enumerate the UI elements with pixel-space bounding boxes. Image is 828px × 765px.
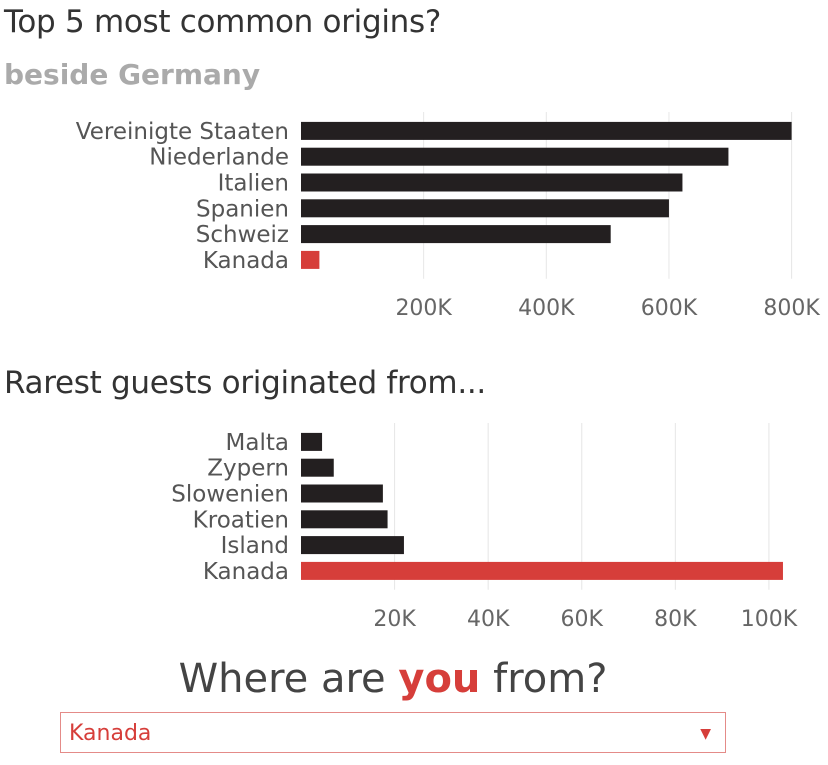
bar[interactable]	[301, 199, 669, 218]
tick-label: 800K	[763, 296, 820, 321]
category-label: Spanien	[196, 196, 289, 222]
tick-label: 200K	[395, 296, 452, 321]
tick-label: 60K	[561, 607, 604, 632]
chart2-title: Rarest guests originated from...	[4, 365, 486, 401]
category-label: Zypern	[207, 456, 289, 482]
tick-label: 40K	[467, 607, 510, 632]
tick-label: 20K	[373, 607, 416, 632]
category-label: Kanada	[203, 559, 289, 585]
bar[interactable]	[301, 225, 611, 244]
category-label: Slowenien	[171, 482, 289, 508]
top-origins-chart: Vereinigte StaatenNiederlandeItalienSpan…	[76, 112, 820, 321]
question-prefix: Where are	[178, 656, 399, 702]
category-label: Schweiz	[196, 222, 289, 248]
origin-question: Where are you from?	[0, 656, 786, 702]
question-suffix: from?	[480, 656, 608, 702]
category-label: Island	[221, 533, 289, 559]
bar[interactable]	[301, 432, 323, 451]
bar[interactable]	[301, 147, 729, 166]
bar[interactable]	[301, 536, 404, 555]
tick-label: 80K	[654, 607, 697, 632]
tick-label: 400K	[518, 296, 575, 321]
triangle-down-icon[interactable]: ▼	[700, 726, 711, 742]
tick-label: 600K	[641, 296, 698, 321]
bar[interactable]	[301, 121, 792, 140]
category-label: Kanada	[203, 248, 289, 274]
chart1-title: Top 5 most common origins?	[4, 4, 442, 40]
chart1-subtitle: beside Germany	[4, 58, 261, 91]
category-label: Niederlande	[149, 145, 289, 171]
bar-highlight[interactable]	[301, 561, 783, 580]
bar[interactable]	[301, 484, 383, 503]
bar[interactable]	[301, 510, 388, 529]
rarest-origins-chart: MaltaZypernSlowenienKroatienIslandKanada…	[171, 423, 798, 632]
country-select[interactable]: Kanada ▼	[60, 712, 726, 753]
category-label: Malta	[226, 430, 289, 456]
bar-highlight[interactable]	[301, 250, 320, 269]
bar[interactable]	[301, 173, 683, 192]
tick-label: 100K	[741, 607, 798, 632]
category-label: Italien	[218, 171, 289, 197]
country-select-value: Kanada	[69, 721, 152, 746]
category-label: Kroatien	[193, 507, 289, 533]
question-highlight: you	[398, 656, 481, 702]
category-label: Vereinigte Staaten	[76, 119, 289, 145]
bar[interactable]	[301, 458, 334, 477]
